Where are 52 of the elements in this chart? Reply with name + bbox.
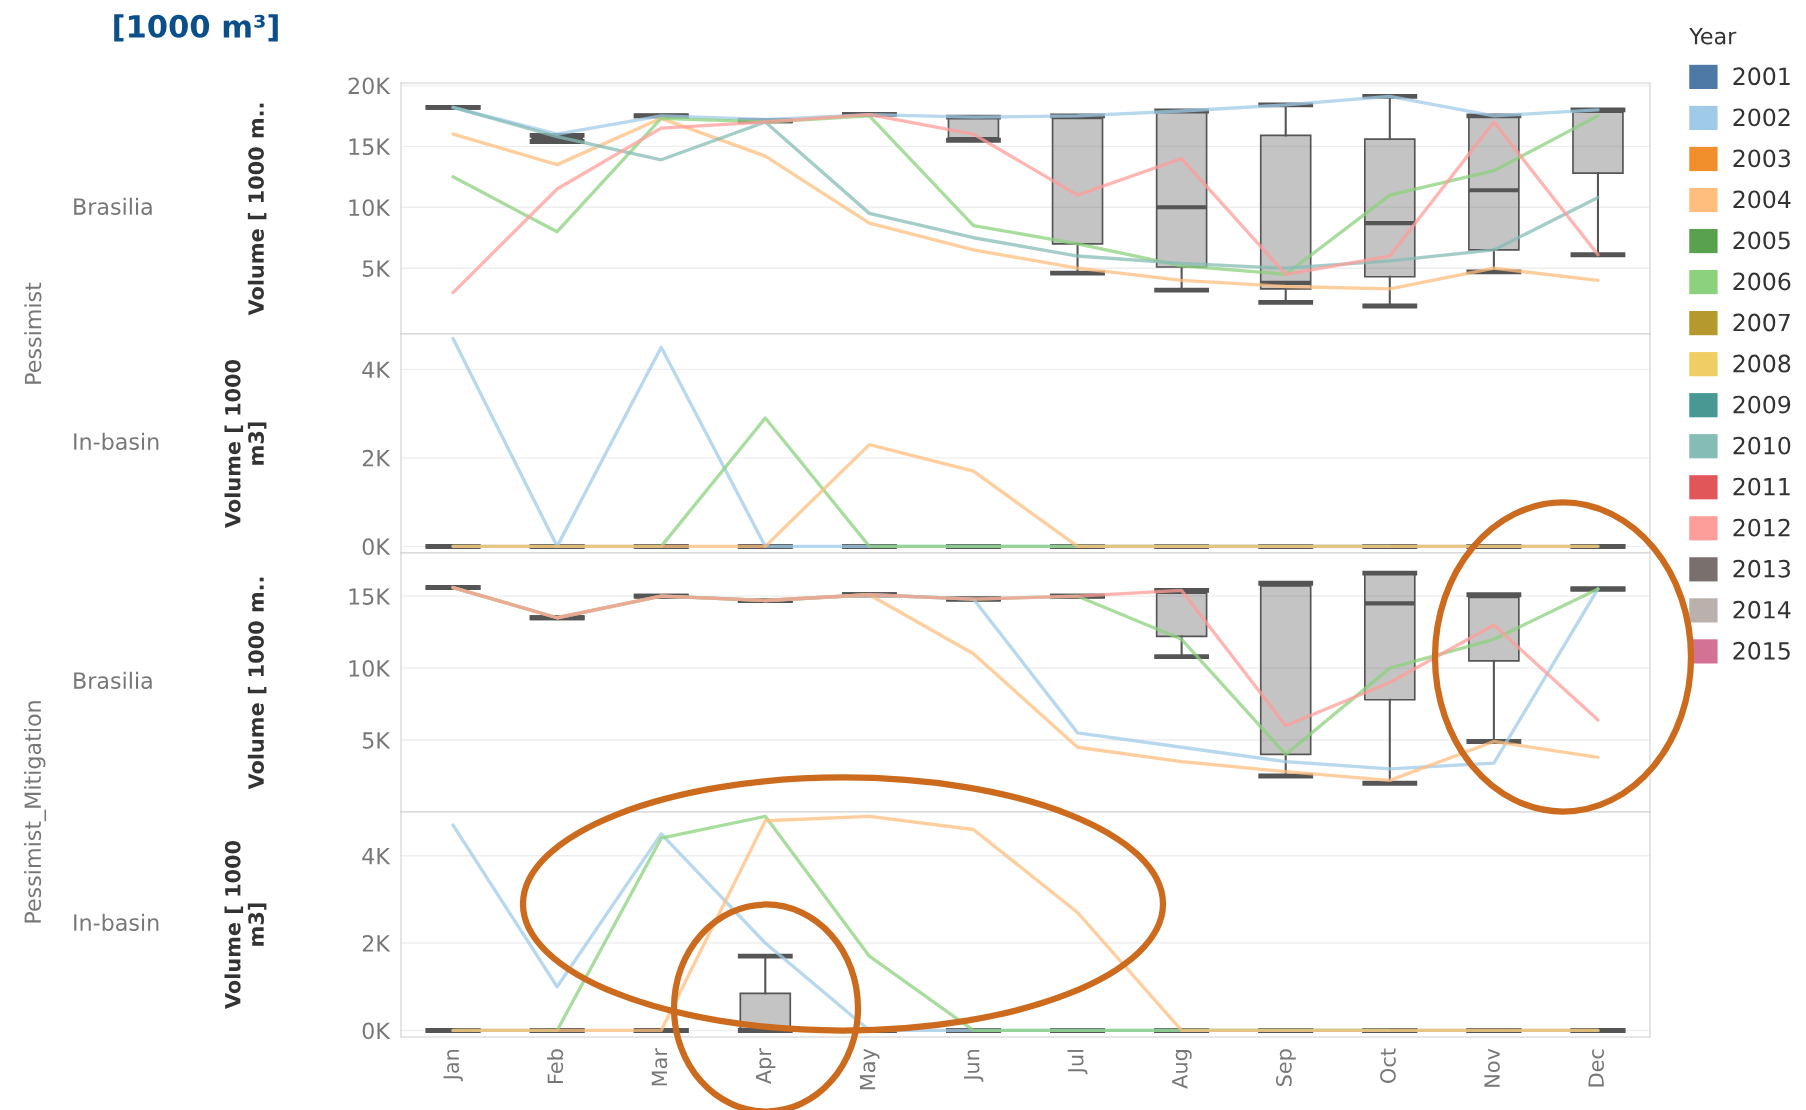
x-tick-label: Nov [1484,1048,1500,1087]
y-tick-label: 4K [362,361,391,378]
legend-label: 2001 [1733,67,1790,86]
x-tick-label: Jun [964,1049,984,1082]
text: In-basin [74,432,159,450]
y-tick-label: 10K [349,660,391,677]
legend-label: 2014 [1733,600,1791,619]
y-tick-label: 0K [362,538,391,556]
x-tick-label: Jan [443,1049,463,1082]
text: Pessimist_Mitigation [23,701,47,923]
legend-label: 2002 [1733,108,1790,127]
y-tick-label: 0K [362,1022,391,1040]
legend-label: 2007 [1733,313,1790,332]
x-tick-label: Jul [1067,1050,1088,1075]
y-axis-title: Volume [ 1000 m.. [247,103,267,316]
x-tick-label: Sep [1275,1049,1296,1087]
text: In-basin [74,913,159,931]
x-tick-label: Apr [755,1048,776,1084]
x-tick-label: Oct [1380,1048,1396,1083]
y-tick-label: 5K [362,260,391,277]
y-tick-label: 2K [362,935,391,952]
y-axis-title: Volume [ 1000 m3] [224,359,267,528]
legend-label: 2005 [1733,231,1790,250]
y-tick-label: 20K [348,77,391,95]
legend-label: 2009 [1733,395,1791,414]
legend-label: 2011 [1733,477,1790,496]
legend-title: Year [1689,27,1737,45]
y-axis-title: Volume [ 1000 m.. [247,577,267,790]
x-tick-label: Dec [1588,1049,1604,1087]
legend-label: 2006 [1733,272,1791,291]
text: Pessimist [24,282,42,384]
chart-title: [1000 m³] [114,14,278,42]
legend-label: 2012 [1733,518,1790,537]
legend-label: 2015 [1733,641,1790,660]
y-tick-label: 5K [362,732,391,749]
x-tick-label: May [859,1048,880,1090]
y-tick-label: 15K [349,588,391,605]
legend-label: 2004 [1733,190,1791,209]
text: Brasilia [74,197,152,215]
x-tick-label: Feb [547,1049,564,1083]
x-tick-label: Aug [1172,1050,1192,1089]
legend-label: 2008 [1733,354,1791,373]
legend-label: 2010 [1733,436,1791,455]
x-tick-label: Mar [651,1048,668,1086]
y-tick-label: 2K [362,449,391,467]
legend-label: 2013 [1733,559,1790,578]
y-tick-label: 15K [349,138,391,156]
text: Brasilia [74,671,152,689]
legend-label: 2003 [1733,149,1790,168]
y-tick-label: 4K [362,847,391,865]
y-tick-label: 10K [349,199,391,217]
y-axis-title: Volume [ 1000 m3] [224,840,267,1009]
